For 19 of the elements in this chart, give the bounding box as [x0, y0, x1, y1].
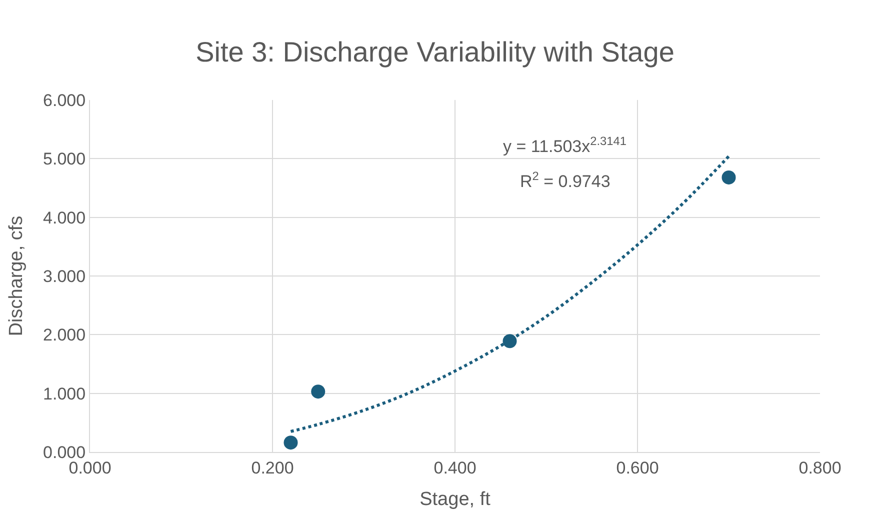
x-tick-label: 0.800 — [798, 458, 842, 478]
y-tick-label: 5.000 — [43, 150, 86, 169]
x-tick-label: 0.600 — [616, 458, 659, 478]
y-tick-label: 1.000 — [43, 384, 86, 404]
point — [722, 170, 736, 184]
x-axis-title: Stage, ft — [420, 489, 492, 510]
point — [284, 436, 298, 450]
y-tick-label: 3.000 — [43, 266, 86, 286]
annotation: R$^{2}$ = 0.9743 — [520, 169, 610, 192]
chart-title: Site 3: Discharge Variability with Stage — [196, 36, 674, 68]
y-tick-label: 4.000 — [43, 208, 86, 228]
y-axis-title: Discharge, cfs — [6, 216, 27, 336]
x-tick-label: 0.400 — [434, 458, 476, 478]
y-tick-label: 6.000 — [43, 90, 86, 110]
x-tick-label: 0.200 — [251, 458, 294, 478]
line-series — [289, 154, 730, 433]
annotation: y = 11.503x$^{2.3141}$ — [503, 134, 627, 156]
y-tick-label: 2.000 — [43, 326, 86, 345]
point — [311, 384, 326, 399]
